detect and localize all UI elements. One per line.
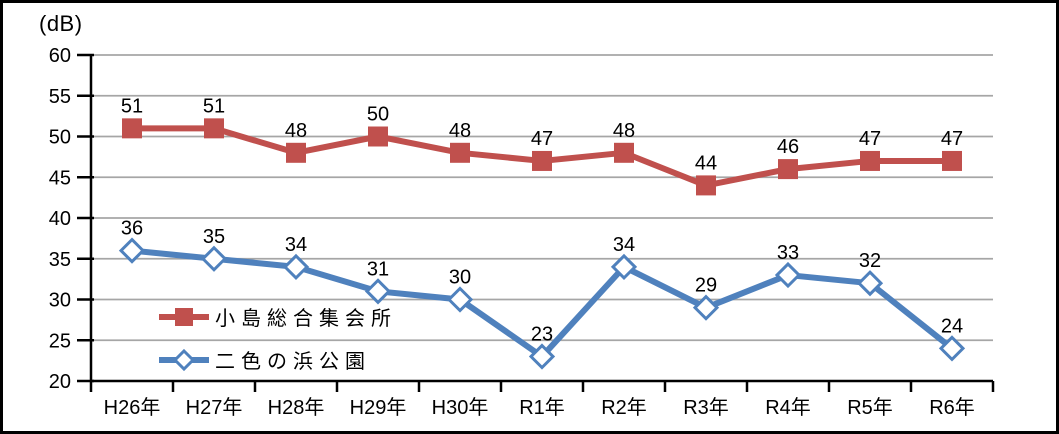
y-axis-tick-label: 55 — [49, 86, 71, 108]
data-point-label: 23 — [531, 324, 553, 346]
data-point-marker — [692, 294, 720, 321]
x-axis-tick-label: R2年 — [601, 396, 647, 419]
data-point-label: 48 — [449, 120, 471, 142]
data-point-label: 34 — [613, 234, 635, 256]
y-axis-tick-label: 20 — [49, 371, 71, 393]
data-point-label: 48 — [285, 120, 307, 142]
data-point-label: 31 — [367, 258, 389, 280]
data-point-label: 32 — [859, 250, 881, 272]
data-point-marker — [450, 142, 470, 163]
data-point-label: 47 — [941, 128, 963, 150]
data-point-label: 51 — [203, 95, 225, 117]
x-axis-tick-label: H28年 — [268, 396, 325, 419]
y-axis-tick-label: 35 — [49, 249, 71, 271]
data-point-label: 36 — [121, 218, 143, 240]
data-point-label: 33 — [777, 242, 799, 264]
data-point-label: 48 — [613, 120, 635, 142]
data-point-marker — [696, 175, 716, 196]
data-point-label: 44 — [695, 152, 717, 174]
x-axis-tick-label: R1年 — [519, 396, 565, 419]
y-axis-tick-label: 25 — [49, 330, 71, 352]
x-axis-tick-label: R6年 — [929, 396, 975, 419]
x-axis-tick-label: R4年 — [765, 396, 811, 419]
data-point-marker — [364, 278, 392, 305]
data-point-label: 51 — [121, 95, 143, 117]
blue-diamond-series-marker-icon — [159, 348, 209, 371]
y-axis-tick-label: 50 — [49, 127, 71, 149]
y-axis-unit-label: (dB) — [39, 11, 83, 36]
data-point-marker — [286, 142, 306, 163]
y-axis-tick-label: 40 — [49, 208, 71, 230]
data-point-marker — [528, 343, 556, 370]
legend-label-nishikinohama-park: 二色の浜公園 — [215, 351, 371, 373]
legend-item-nishikinohama-park: 二色の浜公園 — [159, 345, 397, 374]
data-point-marker — [942, 150, 962, 171]
x-axis-tick-label: R5年 — [847, 396, 893, 419]
data-point-marker — [200, 245, 228, 272]
data-point-marker — [532, 150, 552, 171]
x-axis-tick-label: R3年 — [683, 396, 729, 419]
data-point-label: 34 — [285, 234, 307, 256]
data-point-marker — [860, 150, 880, 171]
data-point-label: 24 — [941, 315, 963, 337]
legend-item-kojima-assembly-hall: 小島総合集会所 — [159, 302, 397, 331]
red-square-series-marker-icon — [159, 307, 209, 326]
data-point-marker — [778, 159, 798, 180]
data-point-marker — [368, 126, 388, 147]
data-point-marker — [122, 118, 142, 139]
data-point-label: 46 — [777, 136, 799, 158]
y-axis-tick-label: 45 — [49, 167, 71, 189]
y-axis-tick-label: 30 — [49, 290, 71, 312]
legend: 小島総合集会所 二色の浜公園 — [159, 302, 397, 374]
data-point-label: 47 — [859, 128, 881, 150]
data-point-marker — [856, 270, 884, 297]
data-point-marker — [610, 253, 638, 281]
data-point-label: 35 — [203, 226, 225, 248]
x-axis-tick-label: H26年 — [104, 396, 161, 419]
data-point-marker — [204, 118, 224, 139]
x-axis-tick-label: H30年 — [432, 396, 489, 419]
x-axis-tick-label: H27年 — [186, 396, 243, 419]
data-point-marker — [938, 335, 966, 362]
legend-label-kojima-assembly-hall: 小島総合集会所 — [215, 308, 397, 330]
x-axis-tick-label: H29年 — [350, 396, 407, 419]
plot-area: 20 25 30 35 40 45 50 55 60 H26年 H27年 H28年 H29年 H30年 R1… — [49, 45, 995, 419]
data-point-label: 47 — [531, 128, 553, 150]
data-point-marker — [614, 142, 634, 163]
data-point-label: 29 — [695, 275, 717, 297]
data-point-marker — [446, 286, 474, 313]
y-axis-tick-label: 60 — [49, 45, 71, 67]
data-point-marker — [118, 237, 146, 264]
data-point-marker — [774, 261, 802, 289]
data-point-label: 50 — [367, 104, 389, 126]
data-point-marker — [282, 253, 310, 281]
data-point-label: 30 — [449, 267, 471, 289]
